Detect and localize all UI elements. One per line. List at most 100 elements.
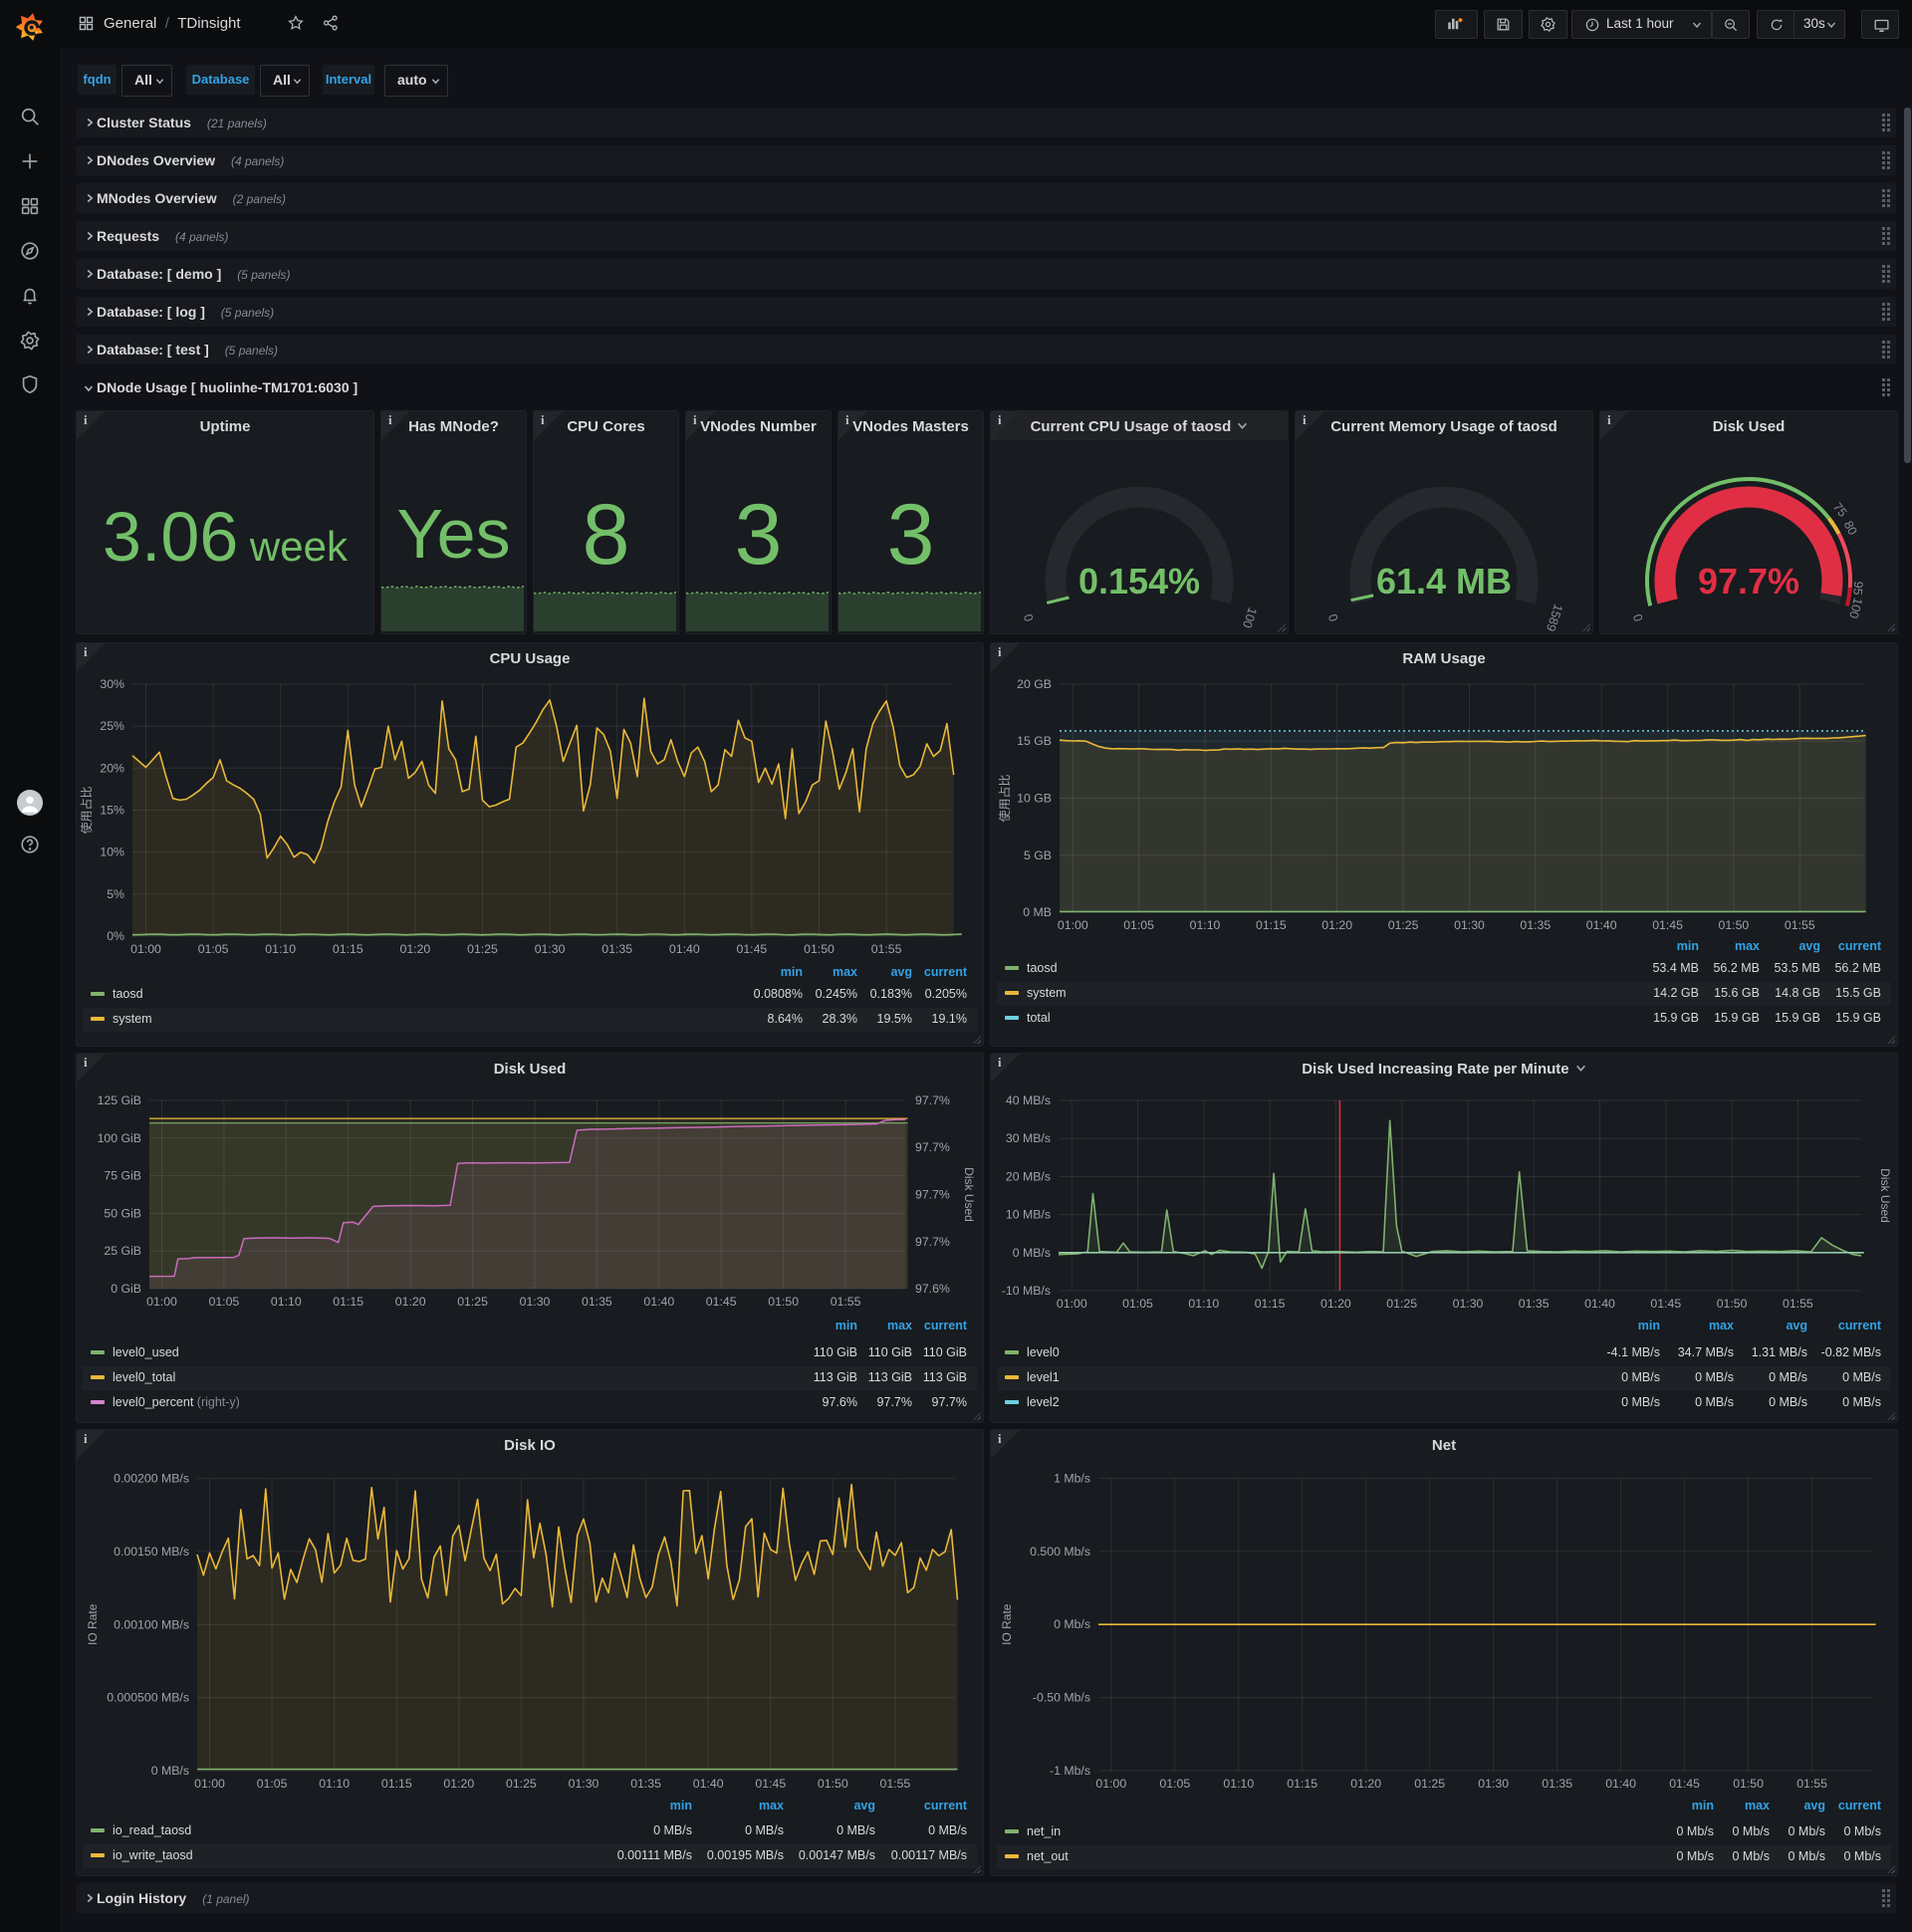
svg-text:0.00100 MB/s: 0.00100 MB/s [114, 1617, 189, 1631]
svg-text:01:20: 01:20 [400, 942, 431, 956]
svg-text:-10 MB/s: -10 MB/s [1002, 1284, 1051, 1298]
svg-text:01:15: 01:15 [1287, 1777, 1317, 1791]
svg-text:IO Rate: IO Rate [86, 1603, 100, 1645]
svg-text:01:40: 01:40 [1584, 1297, 1615, 1311]
svg-text:100: 100 [1240, 605, 1260, 629]
svg-text:01:25: 01:25 [467, 942, 498, 956]
svg-text:01:05: 01:05 [209, 1295, 240, 1309]
svg-text:01:45: 01:45 [737, 942, 768, 956]
svg-text:01:05: 01:05 [1122, 1297, 1153, 1311]
svg-text:0.154%: 0.154% [1078, 561, 1200, 602]
svg-text:97.7%: 97.7% [915, 1140, 950, 1154]
svg-text:01:35: 01:35 [1520, 918, 1551, 932]
svg-text:25%: 25% [100, 719, 124, 733]
svg-text:01:10: 01:10 [265, 942, 296, 956]
svg-text:20 MB/s: 20 MB/s [1006, 1169, 1051, 1183]
svg-text:01:35: 01:35 [630, 1777, 661, 1791]
svg-text:01:15: 01:15 [333, 942, 363, 956]
svg-text:01:30: 01:30 [1478, 1777, 1509, 1791]
svg-text:01:45: 01:45 [755, 1777, 786, 1791]
svg-text:01:40: 01:40 [669, 942, 700, 956]
svg-text:40 MB/s: 40 MB/s [1006, 1093, 1051, 1107]
svg-text:75 GiB: 75 GiB [104, 1169, 141, 1183]
svg-text:97.7%: 97.7% [915, 1093, 950, 1107]
svg-text:01:00: 01:00 [1057, 1297, 1087, 1311]
svg-text:61.4 MB: 61.4 MB [1376, 561, 1512, 602]
svg-text:01:05: 01:05 [1159, 1777, 1190, 1791]
svg-text:30%: 30% [100, 677, 124, 691]
svg-text:01:50: 01:50 [1719, 918, 1750, 932]
svg-text:80: 80 [1841, 519, 1860, 538]
svg-text:01:40: 01:40 [1586, 918, 1617, 932]
svg-text:01:55: 01:55 [871, 942, 902, 956]
svg-text:01:15: 01:15 [333, 1295, 363, 1309]
svg-text:01:50: 01:50 [1717, 1297, 1748, 1311]
svg-text:01:55: 01:55 [1785, 918, 1815, 932]
svg-text:01:20: 01:20 [1350, 1777, 1381, 1791]
svg-text:01:30: 01:30 [569, 1777, 599, 1791]
svg-text:30 MB/s: 30 MB/s [1006, 1131, 1051, 1145]
svg-text:01:10: 01:10 [1188, 1297, 1219, 1311]
svg-text:0: 0 [1021, 612, 1037, 623]
svg-text:01:40: 01:40 [693, 1777, 724, 1791]
svg-text:01:35: 01:35 [582, 1295, 612, 1309]
svg-text:0: 0 [1630, 612, 1646, 623]
svg-text:-1 Mb/s: -1 Mb/s [1050, 1764, 1090, 1778]
svg-text:0.00150 MB/s: 0.00150 MB/s [114, 1545, 189, 1559]
svg-text:01:40: 01:40 [643, 1295, 674, 1309]
svg-text:01:55: 01:55 [1796, 1777, 1827, 1791]
svg-text:01:40: 01:40 [1605, 1777, 1636, 1791]
svg-text:01:50: 01:50 [804, 942, 835, 956]
svg-text:20%: 20% [100, 761, 124, 775]
svg-text:0 MB: 0 MB [1023, 905, 1052, 919]
svg-text:95: 95 [1850, 581, 1865, 596]
svg-text:1589: 1589 [1544, 603, 1565, 633]
svg-text:01:10: 01:10 [1190, 918, 1221, 932]
svg-text:125 GiB: 125 GiB [98, 1093, 141, 1107]
svg-text:01:25: 01:25 [506, 1777, 537, 1791]
svg-text:0 MB/s: 0 MB/s [151, 1764, 189, 1778]
svg-text:使用占比: 使用占比 [79, 786, 94, 834]
svg-text:0%: 0% [107, 929, 124, 943]
svg-text:01:35: 01:35 [1519, 1297, 1550, 1311]
svg-text:01:20: 01:20 [443, 1777, 474, 1791]
svg-text:Disk Used: Disk Used [1878, 1168, 1892, 1223]
svg-text:01:45: 01:45 [1669, 1777, 1700, 1791]
svg-text:0: 0 [1325, 612, 1341, 623]
svg-text:0.500 Mb/s: 0.500 Mb/s [1030, 1545, 1090, 1559]
svg-text:100: 100 [1846, 597, 1865, 620]
svg-text:15 GB: 15 GB [1017, 734, 1052, 748]
svg-text:01:30: 01:30 [535, 942, 566, 956]
svg-text:01:25: 01:25 [1414, 1777, 1445, 1791]
svg-text:0.000500 MB/s: 0.000500 MB/s [107, 1691, 189, 1705]
svg-text:97.7%: 97.7% [915, 1188, 950, 1202]
svg-text:97.6%: 97.6% [915, 1282, 950, 1296]
svg-text:01:30: 01:30 [1454, 918, 1485, 932]
svg-text:0.00200 MB/s: 0.00200 MB/s [114, 1472, 189, 1486]
svg-text:1 Mb/s: 1 Mb/s [1054, 1472, 1090, 1486]
svg-text:01:15: 01:15 [381, 1777, 412, 1791]
svg-text:01:50: 01:50 [1733, 1777, 1764, 1791]
svg-text:01:55: 01:55 [1783, 1297, 1813, 1311]
svg-text:01:20: 01:20 [1320, 1297, 1351, 1311]
svg-text:01:10: 01:10 [1223, 1777, 1254, 1791]
svg-text:01:00: 01:00 [1058, 918, 1088, 932]
svg-text:01:50: 01:50 [818, 1777, 848, 1791]
svg-text:01:15: 01:15 [1255, 1297, 1286, 1311]
svg-text:01:25: 01:25 [1388, 918, 1419, 932]
svg-text:01:35: 01:35 [1542, 1777, 1572, 1791]
svg-text:01:15: 01:15 [1256, 918, 1287, 932]
svg-text:01:45: 01:45 [1650, 1297, 1681, 1311]
svg-text:50 GiB: 50 GiB [104, 1206, 141, 1220]
svg-text:100 GiB: 100 GiB [98, 1131, 141, 1145]
svg-text:01:05: 01:05 [1123, 918, 1154, 932]
svg-text:01:00: 01:00 [146, 1295, 177, 1309]
svg-text:01:20: 01:20 [1321, 918, 1352, 932]
svg-text:0 GiB: 0 GiB [111, 1282, 141, 1296]
svg-text:01:25: 01:25 [1386, 1297, 1417, 1311]
svg-text:IO Rate: IO Rate [1000, 1603, 1014, 1645]
svg-text:01:10: 01:10 [319, 1777, 350, 1791]
svg-text:5 GB: 5 GB [1024, 848, 1052, 862]
svg-text:01:45: 01:45 [1652, 918, 1683, 932]
svg-text:25 GiB: 25 GiB [104, 1244, 141, 1258]
